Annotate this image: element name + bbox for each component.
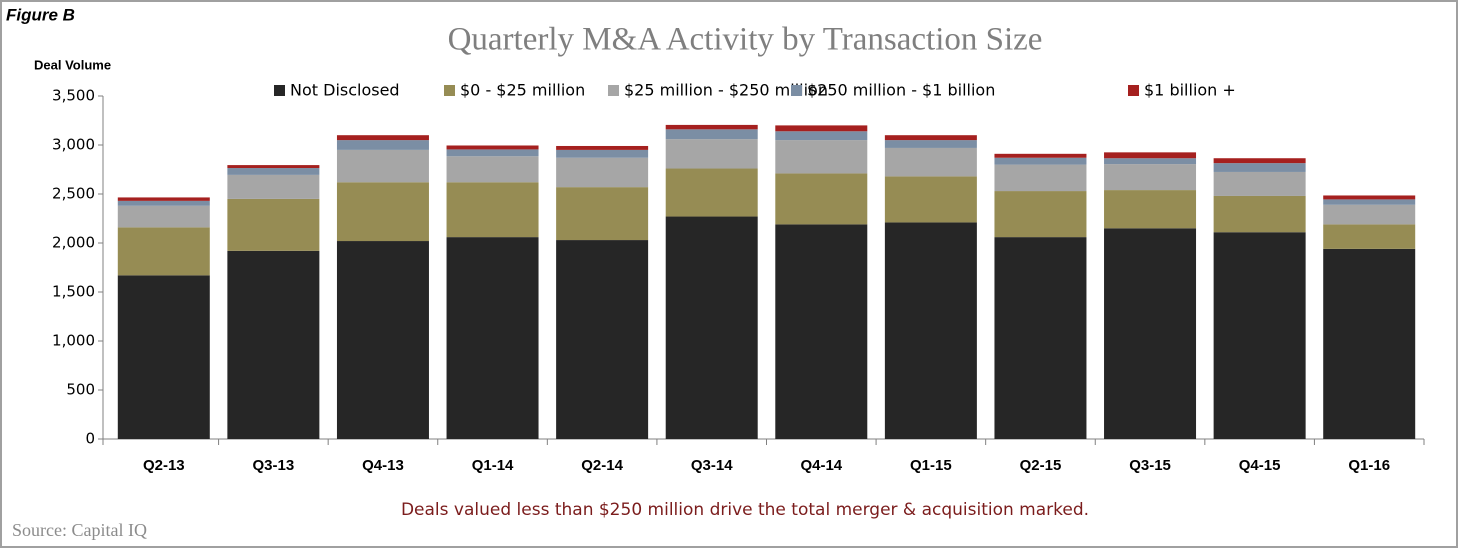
bar-segment (446, 149, 539, 157)
x-tick-label: Q4-13 (362, 457, 404, 474)
x-tick-label: Q2-13 (143, 457, 185, 474)
legend-label: $250 million - $1 billion (807, 81, 995, 100)
bar-segment (446, 156, 539, 183)
bar-segment (227, 174, 320, 199)
bar-segment (336, 135, 429, 141)
bar-segment (994, 153, 1087, 158)
bar-segment (1104, 158, 1197, 165)
bar-segment (227, 250, 320, 439)
bar-segment (1213, 163, 1306, 172)
bar-segment (884, 222, 977, 439)
bar-segment (1323, 224, 1416, 249)
x-tick-label: Q1-16 (1348, 457, 1390, 474)
legend-swatch (1128, 85, 1139, 96)
legend-swatch (274, 85, 285, 96)
legend-swatch (608, 85, 619, 96)
bar-segment (775, 125, 868, 132)
bar-segment (227, 165, 320, 169)
x-tick-label: Q1-15 (910, 457, 952, 474)
x-tick-label: Q3-14 (691, 457, 733, 474)
bar-segment (556, 187, 649, 241)
bar-segment (665, 168, 758, 217)
y-tick-label: 1,500 (52, 283, 95, 301)
bar-segment (1323, 199, 1416, 205)
bar-segment (665, 129, 758, 140)
x-tick-label: Q2-14 (581, 457, 623, 474)
y-tick-label: 3,500 (52, 87, 95, 105)
x-tick-label: Q1-14 (472, 457, 514, 474)
bar-segment (1104, 190, 1197, 229)
y-tick-label: 0 (85, 430, 95, 448)
x-tick-label: Q4-14 (800, 457, 842, 474)
bar-segment (117, 227, 210, 276)
bar-segment (556, 157, 649, 188)
bar-segment (994, 157, 1087, 165)
legend-label: $25 million - $250 million (624, 81, 828, 100)
y-tick-label: 500 (66, 381, 95, 399)
legend-label: Not Disclosed (290, 81, 400, 100)
annotation: Deals valued less than $250 million driv… (401, 500, 1089, 520)
bar-segment (446, 145, 539, 150)
bar-segment (446, 237, 539, 439)
bar-segment (117, 200, 210, 206)
legend-label: $0 - $25 million (460, 81, 585, 100)
bar-segment (556, 149, 649, 158)
bar-segment (775, 140, 868, 174)
bar-segment (1104, 228, 1197, 439)
legend-swatch (444, 85, 455, 96)
bar-segment (1323, 195, 1416, 200)
y-tick-label: 2,000 (52, 234, 95, 252)
bar-segment (1213, 195, 1306, 233)
bar-segment (1323, 248, 1416, 439)
legend-label: $1 billion + (1144, 81, 1236, 100)
bar-segment (556, 145, 649, 150)
y-axis-label: Deal Volume (34, 57, 111, 72)
bar-segment (336, 182, 429, 242)
bar-segment (665, 124, 758, 130)
x-tick-label: Q2-15 (1020, 457, 1062, 474)
bar-segment (994, 237, 1087, 439)
bar-segment (336, 241, 429, 439)
bar-segment (336, 149, 429, 183)
bar-segment (884, 176, 977, 223)
bar-segment (775, 173, 868, 225)
y-tick-label: 2,500 (52, 185, 95, 203)
x-tick-label: Q4-15 (1239, 457, 1281, 474)
bar-segment (665, 216, 758, 439)
bar-segment (884, 140, 977, 148)
bar-segment (884, 135, 977, 141)
bar-segment (336, 140, 429, 150)
x-tick-label: Q3-13 (253, 457, 295, 474)
bar-segment (1213, 232, 1306, 439)
legend-swatch (791, 85, 802, 96)
y-tick-label: 3,000 (52, 136, 95, 154)
bar-segment (1213, 158, 1306, 164)
bar-segment (994, 191, 1087, 238)
bar-segment (1104, 152, 1197, 159)
y-tick-label: 1,000 (52, 332, 95, 350)
bar-segment (556, 240, 649, 439)
bar-segment (117, 205, 210, 228)
bar-segment (1323, 204, 1416, 225)
figure-label: Figure B (6, 5, 75, 24)
source: Source: Capital IQ (12, 520, 147, 540)
bar-segment (1104, 164, 1197, 191)
bar-segment (227, 168, 320, 175)
bar-segment (775, 224, 868, 439)
x-tick-label: Q3-15 (1129, 457, 1171, 474)
bar-segment (227, 198, 320, 251)
bar-segment (446, 182, 539, 238)
bar-segment (994, 164, 1087, 192)
bar-segment (665, 139, 758, 169)
bar-segment (1213, 171, 1306, 196)
bar-segment (117, 275, 210, 439)
chart-title: Quarterly M&A Activity by Transaction Si… (448, 22, 1043, 58)
bar-segment (117, 197, 210, 201)
bar-segment (884, 147, 977, 177)
bar-segment (775, 131, 868, 141)
